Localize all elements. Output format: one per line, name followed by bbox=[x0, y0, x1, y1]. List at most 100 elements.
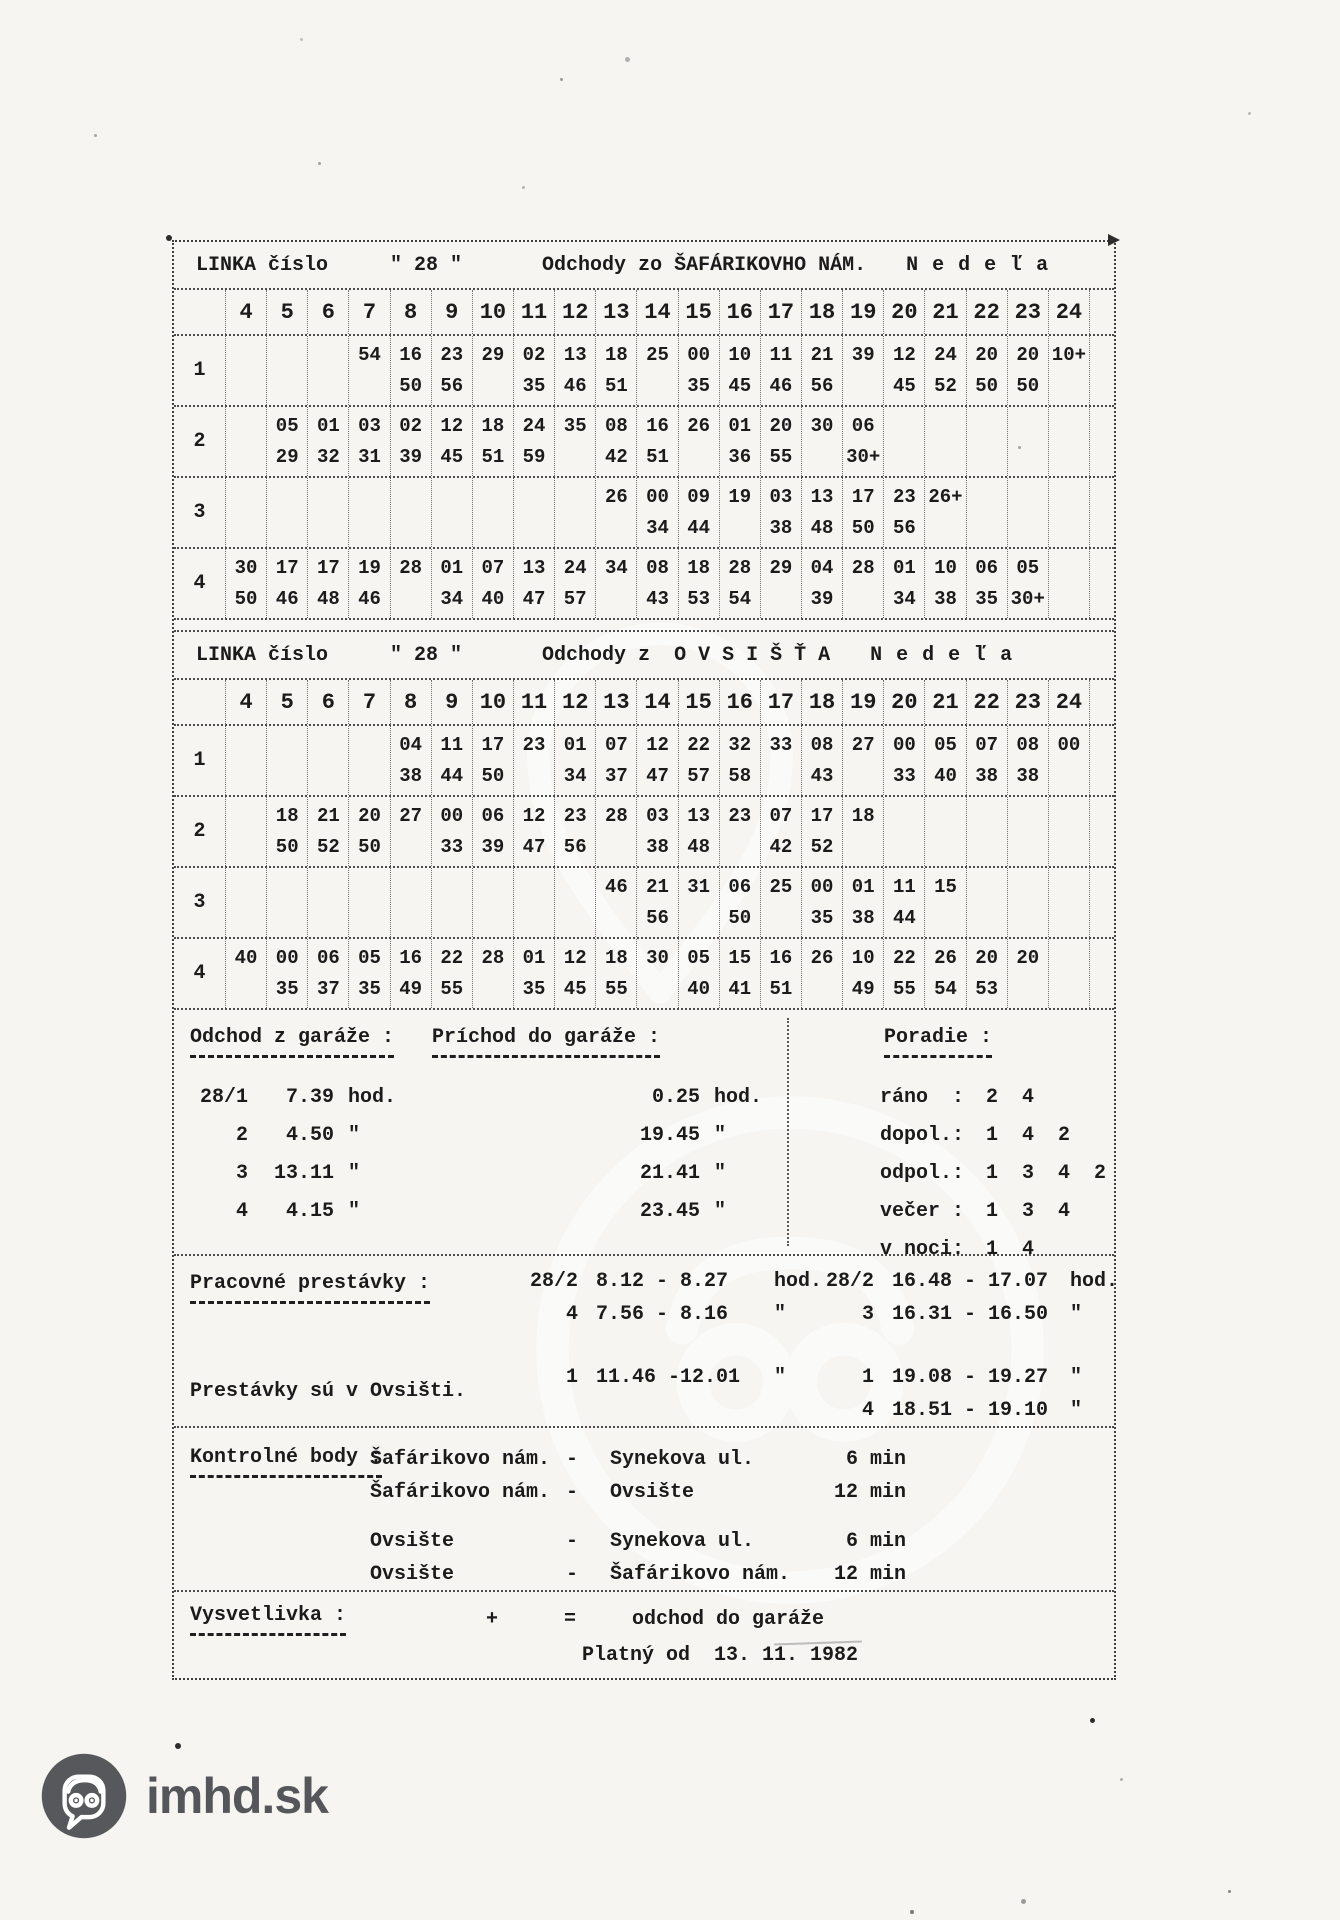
minute-top: 20 bbox=[975, 344, 999, 366]
minute-bottom bbox=[1049, 832, 1089, 863]
hour-header-row: 4 5 6 7 8 9 10 11 12 13 14 15 16 17 18 19 20 21 22 23 24 bbox=[174, 678, 1114, 724]
minutes-cell: 17 50 bbox=[843, 478, 885, 547]
minutes-cell: 17 46 bbox=[267, 549, 309, 618]
imhd-logo-text: imhd.sk bbox=[146, 1768, 329, 1824]
minutes-cell: 39 bbox=[843, 336, 885, 405]
filler-cell bbox=[1090, 478, 1114, 547]
minutes-cell bbox=[1049, 407, 1090, 476]
minutes-cell bbox=[1008, 478, 1049, 547]
minute-top: 16 bbox=[399, 344, 423, 366]
minutes-cell: 07 37 bbox=[596, 726, 638, 795]
minute-top: 24 bbox=[563, 557, 587, 579]
minute-top bbox=[432, 482, 472, 513]
minute-top: 35 bbox=[563, 415, 587, 437]
minutes-cell: 19 46 bbox=[349, 549, 391, 618]
hour-cell: 9 bbox=[432, 680, 473, 724]
hour-cell: 23 bbox=[1008, 680, 1049, 724]
minute-top bbox=[514, 482, 554, 513]
minutes-cell bbox=[349, 868, 391, 937]
direction-label: Odchody zo ŠAFÁRIKOVHO NÁM. bbox=[542, 253, 867, 277]
minute-top: 06 bbox=[316, 947, 340, 969]
minute-top: 19 bbox=[728, 486, 752, 508]
minute-top bbox=[267, 730, 307, 761]
minute-top bbox=[555, 872, 595, 903]
hour-cell: 13 bbox=[596, 680, 638, 724]
order-period: večer : bbox=[880, 1200, 965, 1223]
minute-top: 00 bbox=[440, 805, 464, 827]
arrival-time: 21.41 bbox=[639, 1162, 700, 1185]
minute-bottom: 39 bbox=[481, 836, 505, 858]
minute-bottom: 34 bbox=[563, 765, 587, 787]
minutes-cell bbox=[349, 478, 391, 547]
minute-top: 28 bbox=[481, 947, 505, 969]
minutes-cell: 09 44 bbox=[679, 478, 720, 547]
minutes-cell: 07 42 bbox=[761, 797, 802, 866]
minutes-cell bbox=[226, 407, 268, 476]
minute-top bbox=[226, 340, 266, 371]
minute-bottom: 54 bbox=[728, 588, 752, 610]
minute-bottom bbox=[1008, 442, 1048, 473]
minutes-cell: 01 35 bbox=[514, 939, 556, 1008]
minute-bottom bbox=[967, 903, 1007, 934]
minute-top: 05 bbox=[275, 415, 299, 437]
minutes-cell bbox=[967, 407, 1008, 476]
minutes-cell: 23 56 bbox=[884, 478, 926, 547]
minute-bottom: 31 bbox=[358, 446, 381, 468]
day-label: N e d e ľ a bbox=[870, 643, 1014, 667]
minutes-cell: 07 38 bbox=[967, 726, 1008, 795]
vehicle-number: 2 bbox=[174, 407, 226, 476]
minute-bottom bbox=[391, 584, 431, 615]
minutes-cell bbox=[1008, 797, 1049, 866]
minutes-cell bbox=[1049, 549, 1090, 618]
garage-arrival-rows: 0.25 hod. 19.45 " 21.41 " 23.45 " bbox=[614, 1086, 762, 1238]
minute-top: 05 bbox=[687, 947, 711, 969]
minute-bottom bbox=[843, 761, 883, 792]
corner-cell bbox=[174, 680, 226, 724]
minutes-cell: 30 50 bbox=[226, 549, 268, 618]
travel-time: 6 min bbox=[845, 1448, 906, 1471]
minute-bottom bbox=[473, 903, 513, 934]
minutes-cell bbox=[226, 726, 268, 795]
minute-bottom: 30+ bbox=[1010, 588, 1045, 610]
imhd-logo[interactable]: imhd.sk bbox=[40, 1752, 329, 1840]
minutes-cell: 10 45 bbox=[720, 336, 761, 405]
minutes-cell: 12 45 bbox=[884, 336, 926, 405]
minutes-cell: 30 bbox=[637, 939, 679, 1008]
minute-top: 23 bbox=[522, 734, 546, 756]
minute-top: 01 bbox=[892, 557, 916, 579]
minute-top: 46 bbox=[604, 876, 628, 898]
minutes-cell bbox=[473, 868, 514, 937]
minutes-cell bbox=[555, 478, 597, 547]
minute-top: 23 bbox=[728, 805, 752, 827]
minutes-cell: 18 50 bbox=[267, 797, 309, 866]
minute-top: 26+ bbox=[928, 486, 963, 508]
minute-bottom: 34 bbox=[440, 588, 464, 610]
scan-mark bbox=[1228, 1890, 1231, 1893]
minute-bottom bbox=[226, 371, 266, 402]
timetable-row: 4 30 50 17 46 17 48 19 46 28 01 34 07 40 13 47 24 57 34 08 4… bbox=[174, 547, 1114, 618]
minute-bottom bbox=[308, 903, 348, 934]
minutes-cell: 21 56 bbox=[802, 336, 844, 405]
minute-top bbox=[267, 872, 307, 903]
hour-cell: 11 bbox=[514, 680, 556, 724]
minute-bottom bbox=[555, 903, 595, 934]
vehicle-number: 4 bbox=[174, 939, 226, 1008]
vehicle-number: 4 bbox=[235, 1200, 248, 1223]
minute-top: 20 bbox=[1016, 947, 1040, 969]
minute-top: 28 bbox=[604, 805, 628, 827]
minutes-cell: 12 45 bbox=[555, 939, 597, 1008]
minute-top: 23 bbox=[563, 805, 587, 827]
filler-cell bbox=[1090, 868, 1114, 937]
minute-top bbox=[391, 482, 431, 513]
minute-bottom bbox=[967, 832, 1007, 863]
minute-bottom bbox=[720, 832, 760, 863]
minute-bottom: 39 bbox=[810, 588, 834, 610]
minutes-cell: 05 30+ bbox=[1008, 549, 1049, 618]
minute-bottom: 50 bbox=[728, 907, 752, 929]
minute-top: 18 bbox=[604, 947, 628, 969]
minute-top: 30 bbox=[810, 415, 834, 437]
order-values: 1 3 4 bbox=[986, 1200, 1071, 1223]
minute-bottom bbox=[1049, 584, 1089, 615]
order-heading: Poradie : bbox=[884, 1026, 993, 1058]
minute-top bbox=[391, 872, 431, 903]
